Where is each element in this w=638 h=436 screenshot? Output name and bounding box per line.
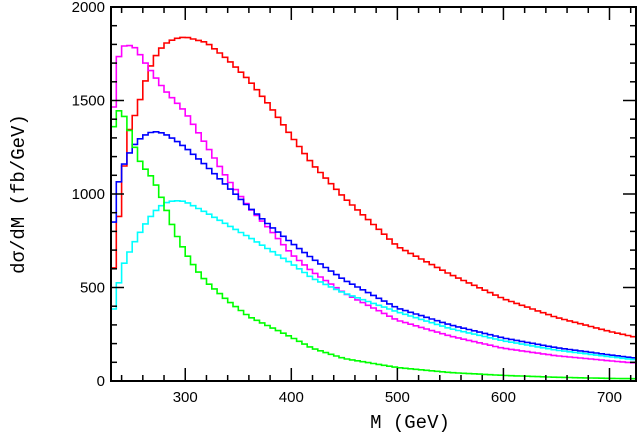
series-line-4	[111, 200, 636, 361]
y-tick-label: 1000	[72, 186, 105, 203]
plot-frame	[110, 6, 637, 382]
y-axis-label: dσ/dM (fb/GeV)	[8, 114, 30, 274]
series-line-2	[111, 44, 636, 364]
y-tick-label: 500	[80, 280, 105, 297]
y-tick-label: 1500	[72, 93, 105, 110]
x-tick-label: 700	[597, 389, 622, 406]
series-line-1	[111, 36, 636, 338]
ticks-layer: 300 400 500 600 700 0 500 1000 1500 2000	[72, 0, 636, 406]
series-layer	[111, 36, 636, 380]
y-tick-label: 0	[97, 373, 105, 390]
y-tick-label: 2000	[72, 0, 105, 16]
x-tick-label: 400	[279, 389, 304, 406]
x-tick-label: 500	[385, 389, 410, 406]
x-axis-label: M (GeV)	[370, 412, 450, 434]
x-tick-label: 300	[173, 389, 198, 406]
x-tick-label: 600	[491, 389, 516, 406]
series-line-3	[111, 131, 636, 359]
